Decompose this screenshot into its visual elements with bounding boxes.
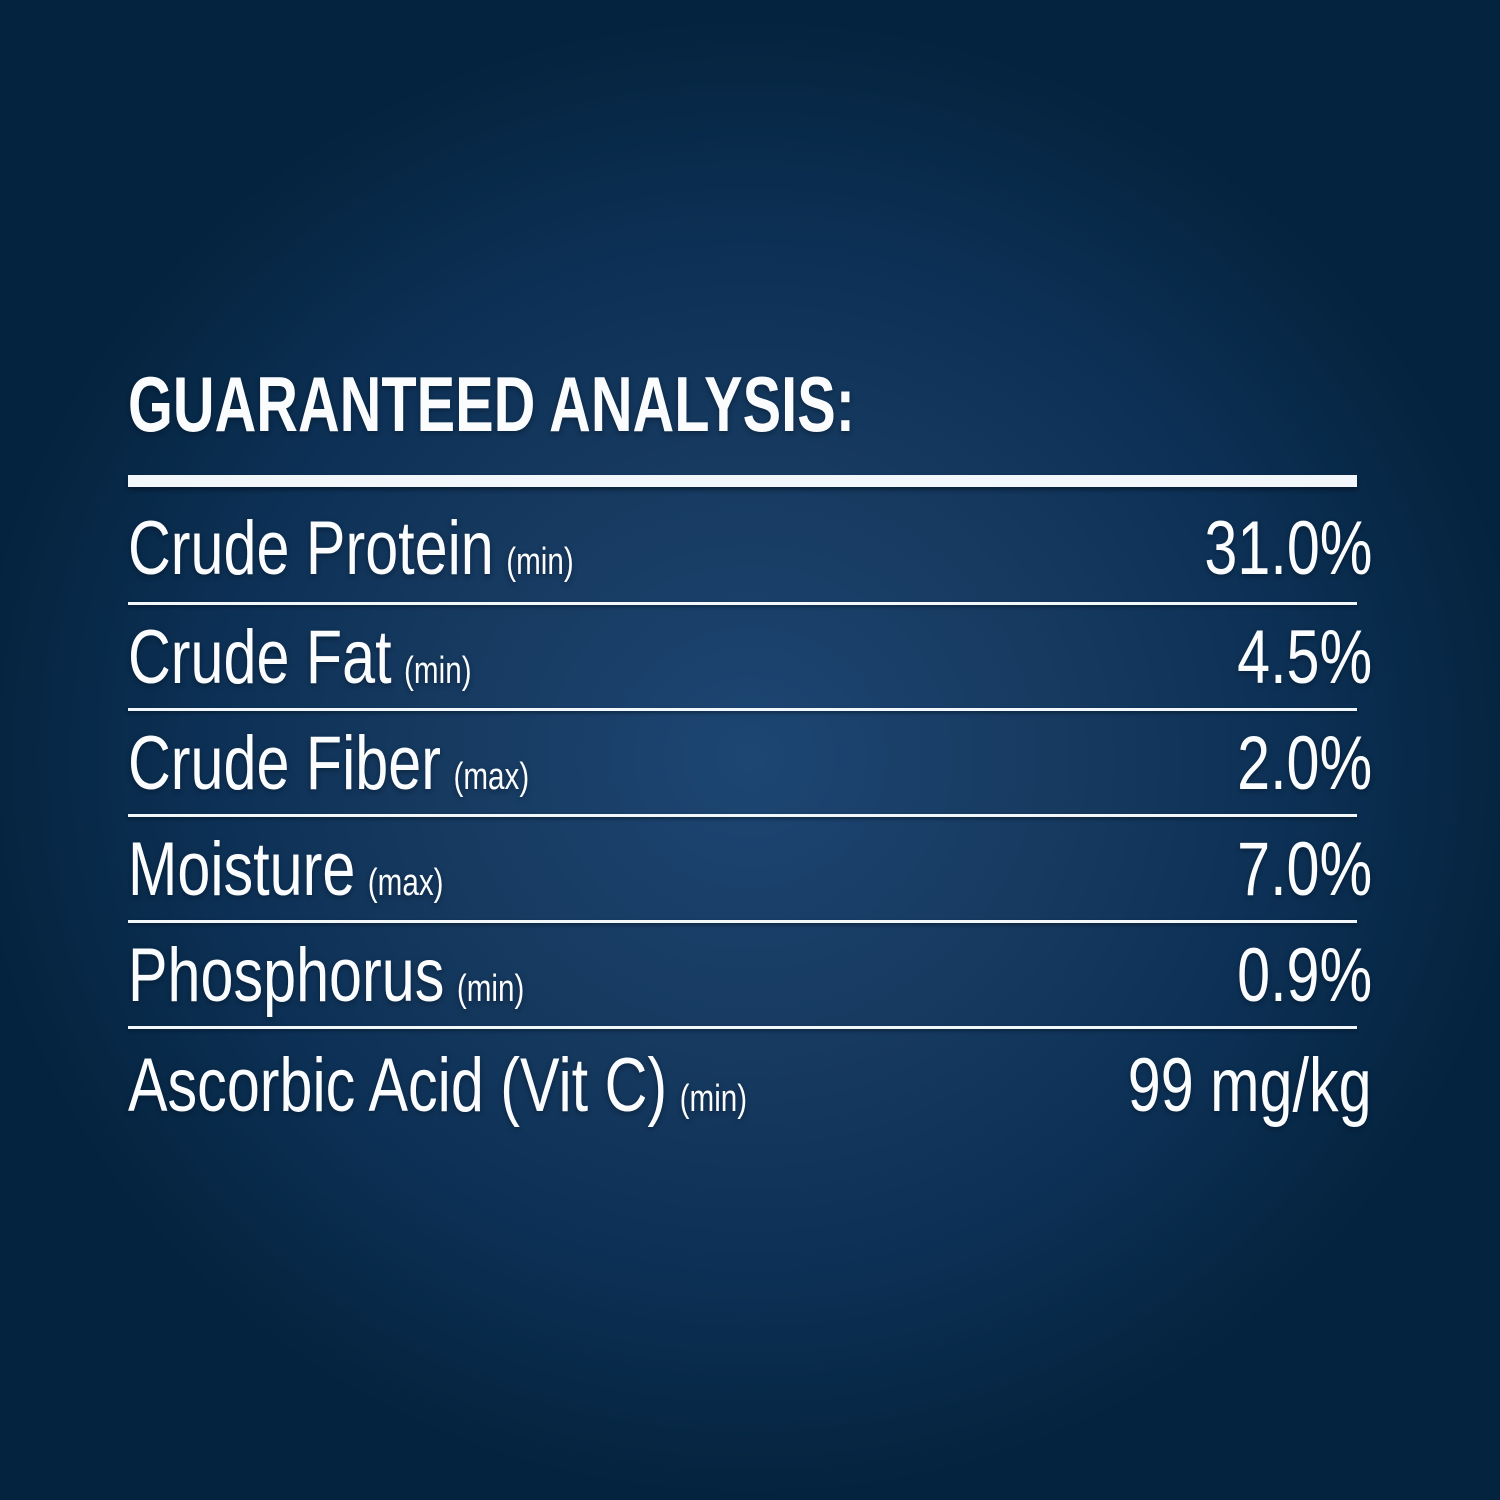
- nutrient-value-cell: 31.0%: [1204, 511, 1372, 587]
- analysis-row: Crude Fat (min) 4.5%: [128, 605, 1372, 711]
- analysis-row: Moisture (max) 7.0%: [128, 817, 1372, 923]
- page-title: GUARANTEED ANALYSIS:: [128, 360, 855, 448]
- analysis-row: Crude Fiber (max) 2.0%: [128, 711, 1372, 817]
- nutrient-qualifier: (max): [367, 862, 444, 904]
- nutrient-label-cell: Crude Fat (min): [128, 620, 472, 696]
- nutrient-label-cell: Phosphorus (min): [128, 938, 524, 1014]
- nutrient-value: 2.0%: [1236, 721, 1372, 806]
- analysis-table: Crude Protein (min) 31.0% Crude Fat (min) …: [128, 493, 1372, 1143]
- nutrient-value-cell: 0.9%: [1237, 938, 1372, 1014]
- nutrient-label-cell: Ascorbic Acid (Vit C) (min): [128, 1048, 747, 1124]
- nutrient-name: Phosphorus: [128, 933, 445, 1018]
- nutrient-value-cell: 2.0%: [1237, 726, 1372, 802]
- nutrient-qualifier: (max): [453, 756, 530, 798]
- nutrient-name: Crude Protein: [128, 506, 494, 591]
- nutrient-value: 7.0%: [1236, 827, 1372, 912]
- title-underline-rule: [128, 475, 1357, 487]
- nutrient-value-cell: 4.5%: [1237, 620, 1372, 696]
- nutrient-label-cell: Crude Protein (min): [128, 511, 574, 587]
- row-divider: [128, 708, 1357, 711]
- row-divider: [128, 814, 1357, 817]
- nutrient-name: Crude Fiber: [128, 721, 441, 806]
- row-divider: [128, 602, 1357, 605]
- nutrient-qualifier: (min): [456, 968, 525, 1010]
- guaranteed-analysis-section: GUARANTEED ANALYSIS: Crude Protein (min) …: [128, 365, 1372, 1143]
- analysis-row: Ascorbic Acid (Vit C) (min) 99 mg/kg: [128, 1029, 1372, 1143]
- nutrient-value: 31.0%: [1203, 506, 1372, 591]
- row-divider: [128, 1026, 1357, 1029]
- analysis-row: Crude Protein (min) 31.0%: [128, 493, 1372, 605]
- nutrient-value: 4.5%: [1236, 615, 1372, 700]
- nutrient-qualifier: (min): [506, 541, 574, 583]
- nutrient-qualifier: (min): [404, 650, 472, 692]
- row-divider: [128, 920, 1357, 923]
- nutrient-qualifier: (min): [679, 1078, 748, 1120]
- nutrient-value-cell: 7.0%: [1237, 832, 1372, 908]
- nutrient-name: Ascorbic Acid (Vit C): [128, 1043, 668, 1128]
- nutrient-value: 0.9%: [1236, 933, 1372, 1018]
- nutrient-value-cell: 99 mg/kg: [1128, 1048, 1372, 1124]
- nutrient-label-cell: Crude Fiber (max): [128, 726, 529, 802]
- nutrient-name: Moisture: [128, 827, 356, 912]
- analysis-row: Phosphorus (min) 0.9%: [128, 923, 1372, 1029]
- nutrient-value: 99 mg/kg: [1128, 1043, 1372, 1128]
- nutrient-label-cell: Moisture (max): [128, 832, 444, 908]
- nutrient-name: Crude Fat: [128, 615, 392, 700]
